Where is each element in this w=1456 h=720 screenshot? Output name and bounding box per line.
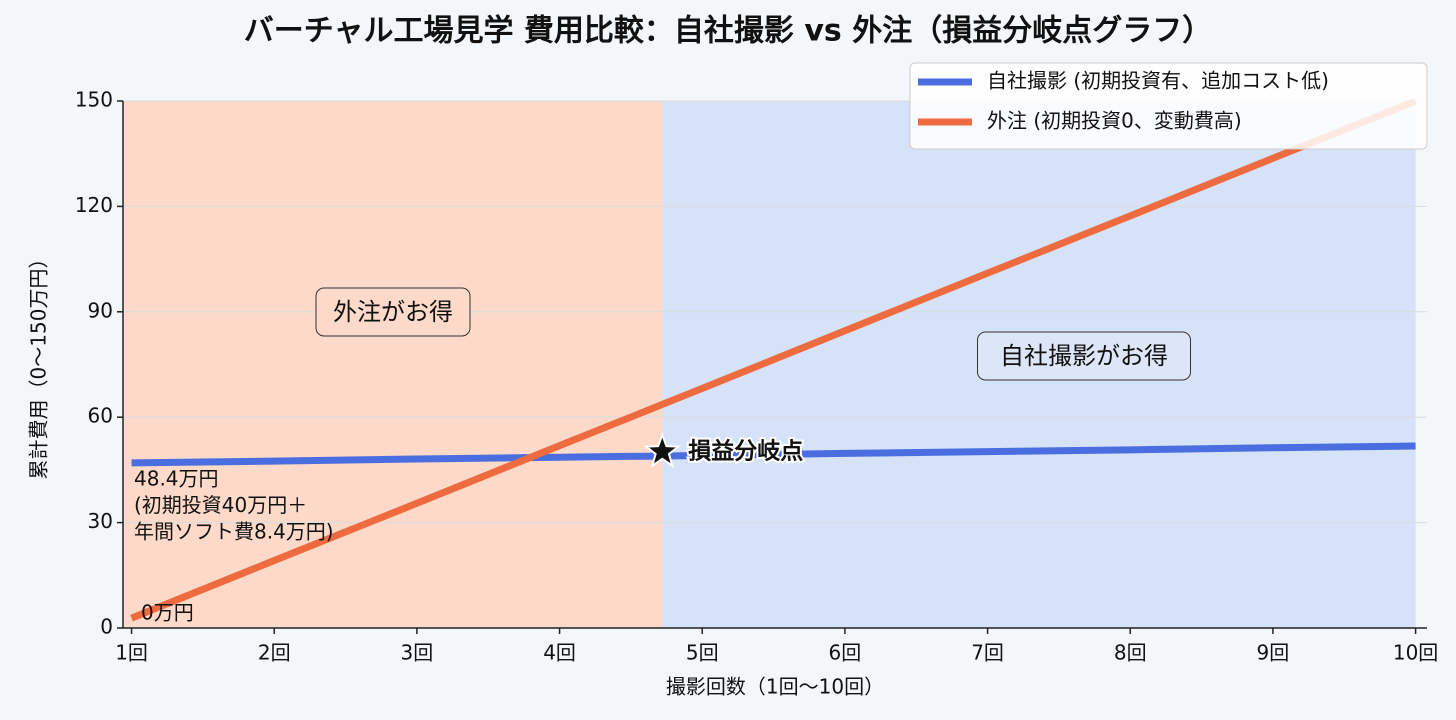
y-tick-label: 120: [75, 193, 113, 217]
y-tick-label: 60: [88, 404, 113, 428]
annotation: 48.4万円: [134, 467, 219, 491]
y-axis-label: 累計費用（0～150万円）: [27, 249, 51, 480]
annotation: (初期投資40万円＋: [134, 493, 307, 517]
x-tick-label: 5回: [686, 641, 719, 665]
x-tick-label: 6回: [829, 641, 862, 665]
x-tick-label: 1回: [115, 641, 148, 665]
y-tick-label: 90: [88, 298, 113, 322]
x-tick-label: 3回: [401, 641, 434, 665]
legend-label: 外注 (初期投資0、変動費高): [987, 109, 1242, 133]
region-label-box: [315, 287, 471, 337]
region-label: 外注がお得: [333, 298, 453, 326]
x-tick-label: 9回: [1257, 641, 1290, 665]
breakeven-star: [643, 431, 682, 468]
zero-label: 0万円: [141, 601, 194, 625]
legend-label: 自社撮影 (初期投資有、追加コスト低): [987, 69, 1329, 93]
y-tick-label: 30: [88, 509, 113, 533]
x-axis-label: 撮影回数（1回～10回）: [666, 675, 884, 699]
series-line: [130, 97, 1417, 622]
chart-title: バーチャル工場見学 費用比較：自社撮影 vs 外注（損益分岐点グラフ）: [244, 14, 1212, 49]
x-tick-label: 2回: [258, 641, 291, 665]
region-label-box: [977, 331, 1191, 381]
legend-box: [909, 62, 1428, 150]
region: [123, 101, 663, 628]
x-tick-label: 10回: [1393, 641, 1438, 665]
x-tick-label: 8回: [1114, 641, 1147, 665]
annotation: 年間ソフト費8.4万円): [134, 520, 334, 544]
region-label: 自社撮影がお得: [1000, 342, 1168, 370]
x-tick-label: 7回: [971, 641, 1004, 665]
series-line: [131, 442, 1416, 467]
x-tick-label: 4回: [543, 641, 576, 665]
y-tick-label: 0: [100, 615, 113, 639]
breakeven-label: 損益分岐点: [688, 437, 803, 464]
y-tick-label: 150: [75, 88, 113, 112]
